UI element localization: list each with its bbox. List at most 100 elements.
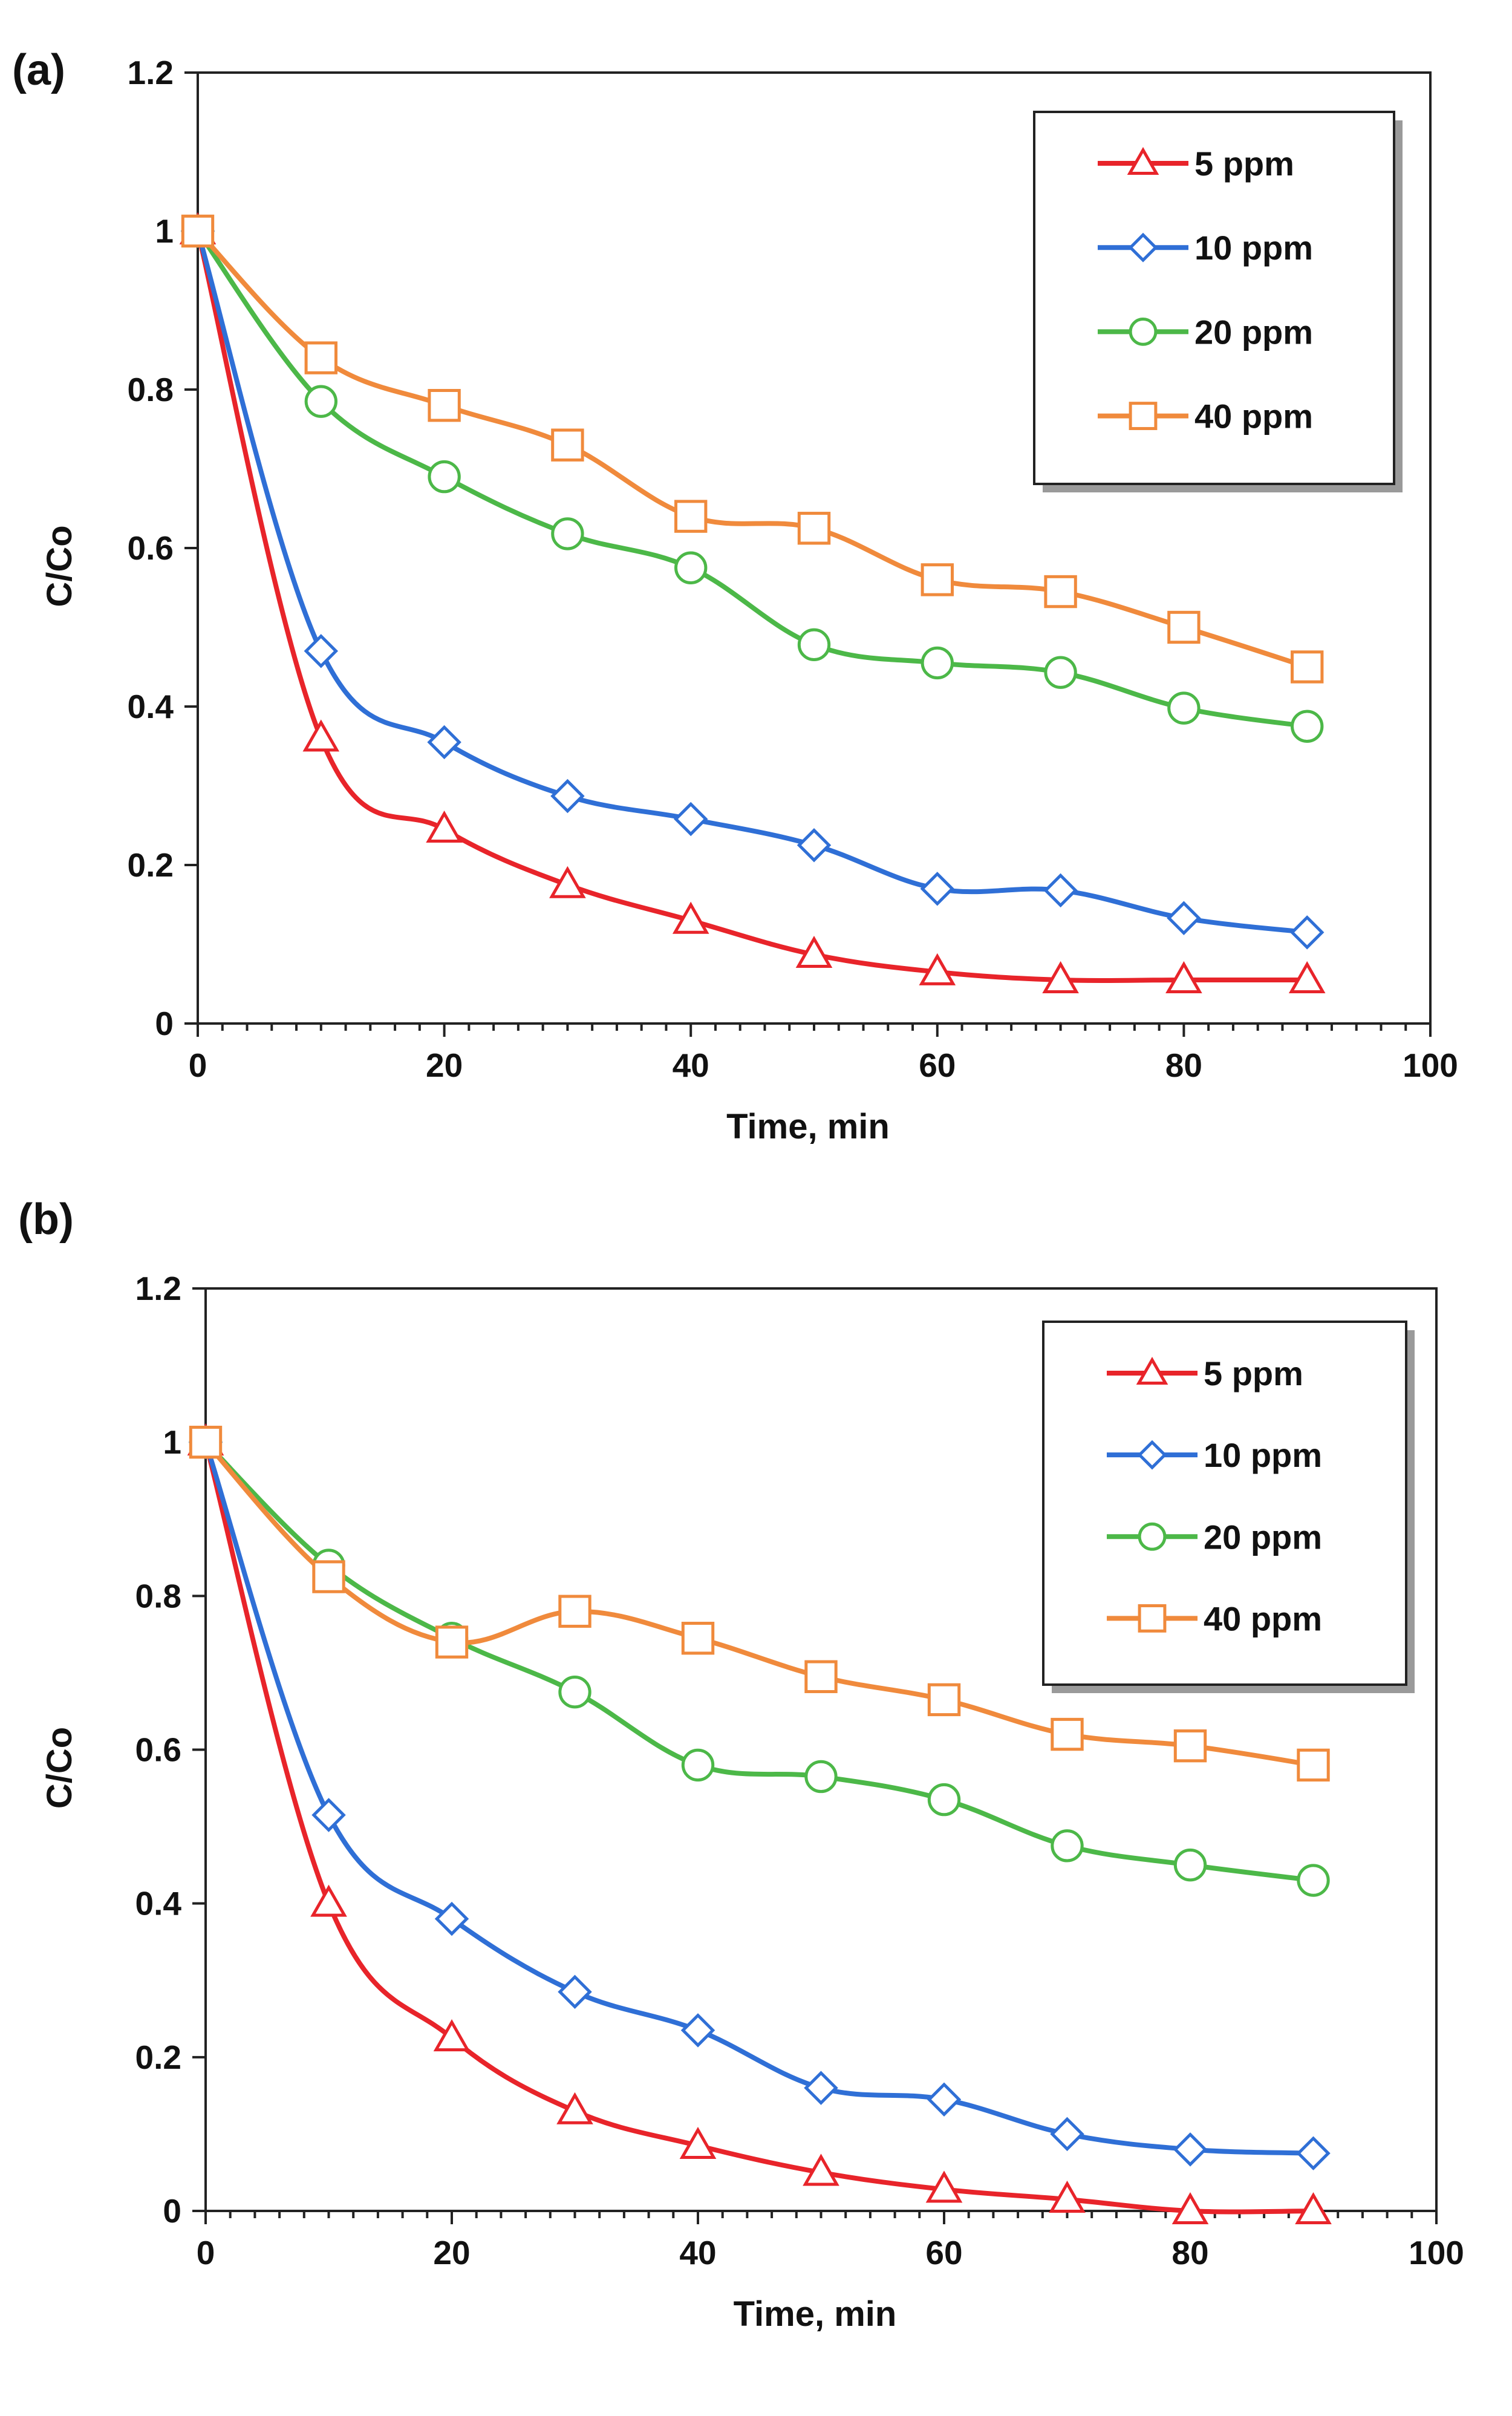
data-point xyxy=(804,2071,838,2105)
legend-label: 20 ppm xyxy=(1204,1518,1322,1556)
series-line xyxy=(203,1440,1316,1768)
legend-box xyxy=(1033,111,1395,485)
legend-label: 40 ppm xyxy=(1204,1599,1322,1637)
legend-marker xyxy=(1127,146,1159,175)
x-tick-label: 100 xyxy=(1409,2234,1464,2271)
x-tick-label: 0 xyxy=(189,1046,207,1084)
data-point xyxy=(1296,2136,1331,2170)
data-point xyxy=(558,1595,591,1628)
y-tick-label: 0.8 xyxy=(128,371,174,408)
legend-label: 10 ppm xyxy=(1194,229,1313,267)
data-point xyxy=(1051,1829,1084,1863)
data-point xyxy=(921,563,954,596)
data-point xyxy=(672,901,709,934)
data-point xyxy=(681,1622,715,1655)
data-point xyxy=(551,517,584,550)
data-point xyxy=(797,828,832,863)
legend: 5 ppm 10 ppm 20 ppm 40 ppm xyxy=(1033,111,1403,492)
y-tick-label: 0.4 xyxy=(128,688,174,725)
series-40-ppm xyxy=(181,214,1324,684)
data-point xyxy=(1044,656,1077,689)
legend-label: 5 ppm xyxy=(1194,145,1294,183)
y-tick-label: 0.4 xyxy=(135,1885,182,1922)
series-line xyxy=(195,229,1310,670)
data-point xyxy=(795,935,833,968)
data-point xyxy=(804,1660,838,1693)
legend-label: 5 ppm xyxy=(1204,1354,1303,1392)
data-point xyxy=(558,1675,591,1709)
legend: 5 ppm 10 ppm 20 ppm 40 ppm xyxy=(1042,1321,1415,1693)
data-point xyxy=(1051,1717,1084,1751)
y-tick-label: 0.2 xyxy=(128,846,174,884)
y-tick-label: 1.2 xyxy=(135,1270,181,1307)
legend-label: 40 ppm xyxy=(1194,397,1313,436)
data-point xyxy=(803,2153,839,2186)
data-point xyxy=(189,1425,223,1459)
data-point xyxy=(921,646,954,680)
data-point xyxy=(680,2013,715,2048)
data-point xyxy=(1167,691,1201,725)
data-point xyxy=(673,802,708,837)
data-point xyxy=(549,866,586,898)
legend-box xyxy=(1042,1321,1407,1686)
y-tick-label: 0.2 xyxy=(135,2039,181,2076)
data-point xyxy=(1289,915,1325,950)
data-point xyxy=(304,385,337,418)
panel-label: (a) xyxy=(12,46,65,94)
y-tick-label: 0 xyxy=(163,2192,181,2230)
chart-panel-a: (a) 0 20 40 60 80 100 0 0.2 0.4 0.6 0.8 1 1.2 Time, mi… xyxy=(12,46,1458,1146)
data-point xyxy=(797,512,831,545)
data-point xyxy=(556,2092,593,2124)
y-tick-label: 0.6 xyxy=(135,1731,181,1769)
x-tick-label: 60 xyxy=(919,1046,956,1084)
data-point xyxy=(679,2126,717,2159)
data-point xyxy=(1167,901,1201,936)
x-tick-label: 40 xyxy=(679,2234,716,2271)
data-point xyxy=(1295,2192,1332,2224)
data-point xyxy=(433,2019,471,2052)
data-point xyxy=(681,1748,715,1782)
series-40-ppm xyxy=(189,1425,1330,1782)
x-tick-label: 40 xyxy=(673,1046,709,1084)
y-tick-label: 1.2 xyxy=(128,54,174,91)
data-point xyxy=(1049,2180,1086,2213)
data-point xyxy=(674,551,708,584)
legend-marker xyxy=(1136,1356,1168,1385)
data-point xyxy=(1171,2192,1209,2224)
data-point xyxy=(1291,650,1324,684)
y-tick-label: 1 xyxy=(155,212,174,250)
x-tick-label: 80 xyxy=(1171,2234,1208,2271)
data-point xyxy=(304,634,339,668)
data-point xyxy=(797,628,831,662)
series-line xyxy=(203,1440,1316,1883)
data-point xyxy=(312,1560,345,1593)
x-tick-label: 60 xyxy=(925,2234,962,2271)
legend-marker xyxy=(1129,317,1158,346)
legend-label: 20 ppm xyxy=(1194,313,1313,351)
y-tick-label: 0.6 xyxy=(128,529,174,567)
data-point xyxy=(925,2170,963,2203)
data-point xyxy=(927,2082,962,2117)
legend-marker xyxy=(1129,402,1158,430)
data-point xyxy=(1291,710,1324,743)
data-point xyxy=(674,500,708,533)
legend-marker xyxy=(1138,1604,1167,1633)
x-axis-title: Time, min xyxy=(734,2294,897,2334)
x-tick-label: 20 xyxy=(433,2234,470,2271)
y-tick-label: 0 xyxy=(155,1005,174,1042)
panel-label: (b) xyxy=(18,1195,74,1244)
data-point xyxy=(1044,575,1077,609)
legend-marker xyxy=(1128,232,1158,263)
data-point xyxy=(1167,610,1201,644)
y-tick-label: 1 xyxy=(163,1423,181,1461)
data-point xyxy=(1297,1864,1330,1897)
data-point xyxy=(1165,961,1202,993)
y-tick-label: 0.8 xyxy=(135,1577,181,1614)
data-point xyxy=(1173,1729,1207,1763)
data-point xyxy=(427,725,461,760)
data-point xyxy=(1288,961,1326,993)
legend-marker xyxy=(1137,1440,1167,1470)
y-axis-title: C/Co xyxy=(40,525,79,607)
data-point xyxy=(304,341,338,374)
